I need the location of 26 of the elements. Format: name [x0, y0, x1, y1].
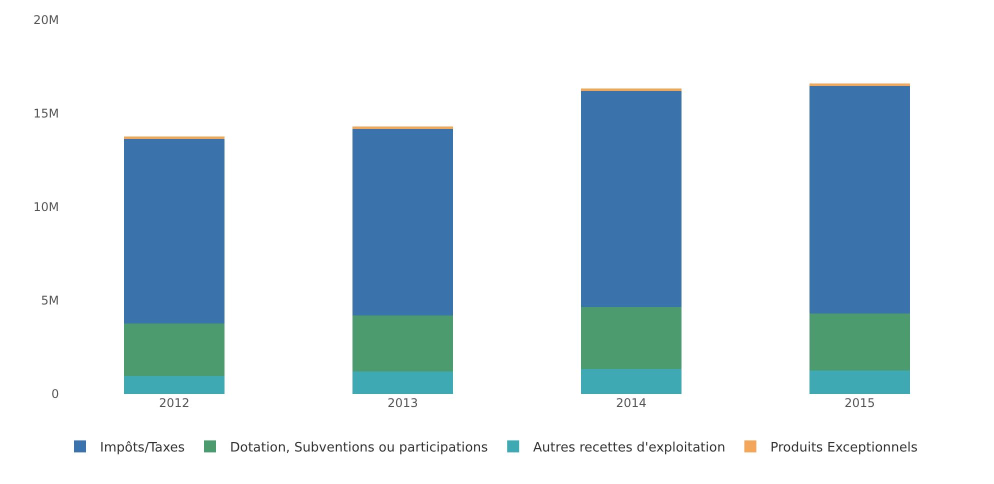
- bar: [580, 88, 682, 91]
- bar: [124, 324, 225, 376]
- legend-label: Impôts/Taxes: [100, 440, 185, 456]
- bar: [580, 368, 682, 394]
- legend-label: Produits Exceptionnels: [770, 440, 918, 456]
- y-tick-label: 10M: [33, 200, 59, 214]
- legend-label: Dotation, Subventions ou participations: [230, 440, 488, 456]
- bar: [809, 85, 910, 314]
- y-tick-label: 0: [51, 387, 59, 402]
- bar: [124, 376, 225, 394]
- bar: [809, 370, 910, 394]
- bar: [352, 372, 454, 394]
- x-tick-label: 2015: [844, 396, 876, 410]
- y-tick-label: 20M: [33, 13, 59, 28]
- x-tick-label: 2014: [616, 396, 647, 410]
- bar: [124, 138, 225, 324]
- bar: [352, 128, 454, 316]
- y-tick-label: 5M: [41, 294, 59, 308]
- legend-label: Autres recettes d'exploitation: [533, 440, 726, 456]
- bar: [352, 315, 454, 372]
- bar: [580, 90, 682, 308]
- x-tick-label: 2012: [158, 396, 190, 410]
- bar: [580, 307, 682, 369]
- y-tick-label: 15M: [33, 106, 59, 121]
- bar: [809, 314, 910, 371]
- x-tick-label: 2013: [387, 396, 418, 410]
